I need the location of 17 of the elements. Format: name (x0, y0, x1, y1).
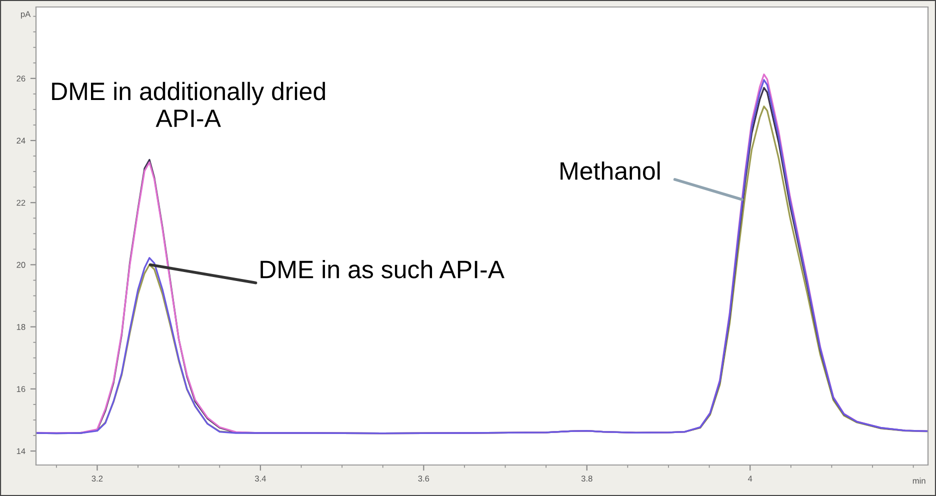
annotation: DME in additionally dried API-A (52, 82, 325, 127)
y-tick-label: 16 (16, 386, 26, 392)
annotation: DME in as such API-A (260, 260, 504, 278)
y-tick-label: 14 (16, 448, 26, 454)
x-tick-label: 3.2 (92, 476, 103, 482)
x-tick-label: 3.6 (418, 476, 430, 482)
y-axis-title: pA (20, 11, 31, 19)
x-tick-label: 3.8 (581, 476, 592, 482)
x-tick-label: 4 (748, 476, 752, 482)
y-tick-label: 26 (16, 76, 26, 82)
annotation: Methanol (560, 161, 660, 180)
x-tick-label: 3.4 (254, 476, 266, 482)
y-tick-label: 22 (16, 200, 26, 206)
x-axis-title: min (912, 478, 926, 484)
y-tick-label: 24 (16, 138, 26, 144)
y-tick-label: 20 (16, 262, 26, 268)
y-tick-label: 18 (16, 324, 26, 330)
